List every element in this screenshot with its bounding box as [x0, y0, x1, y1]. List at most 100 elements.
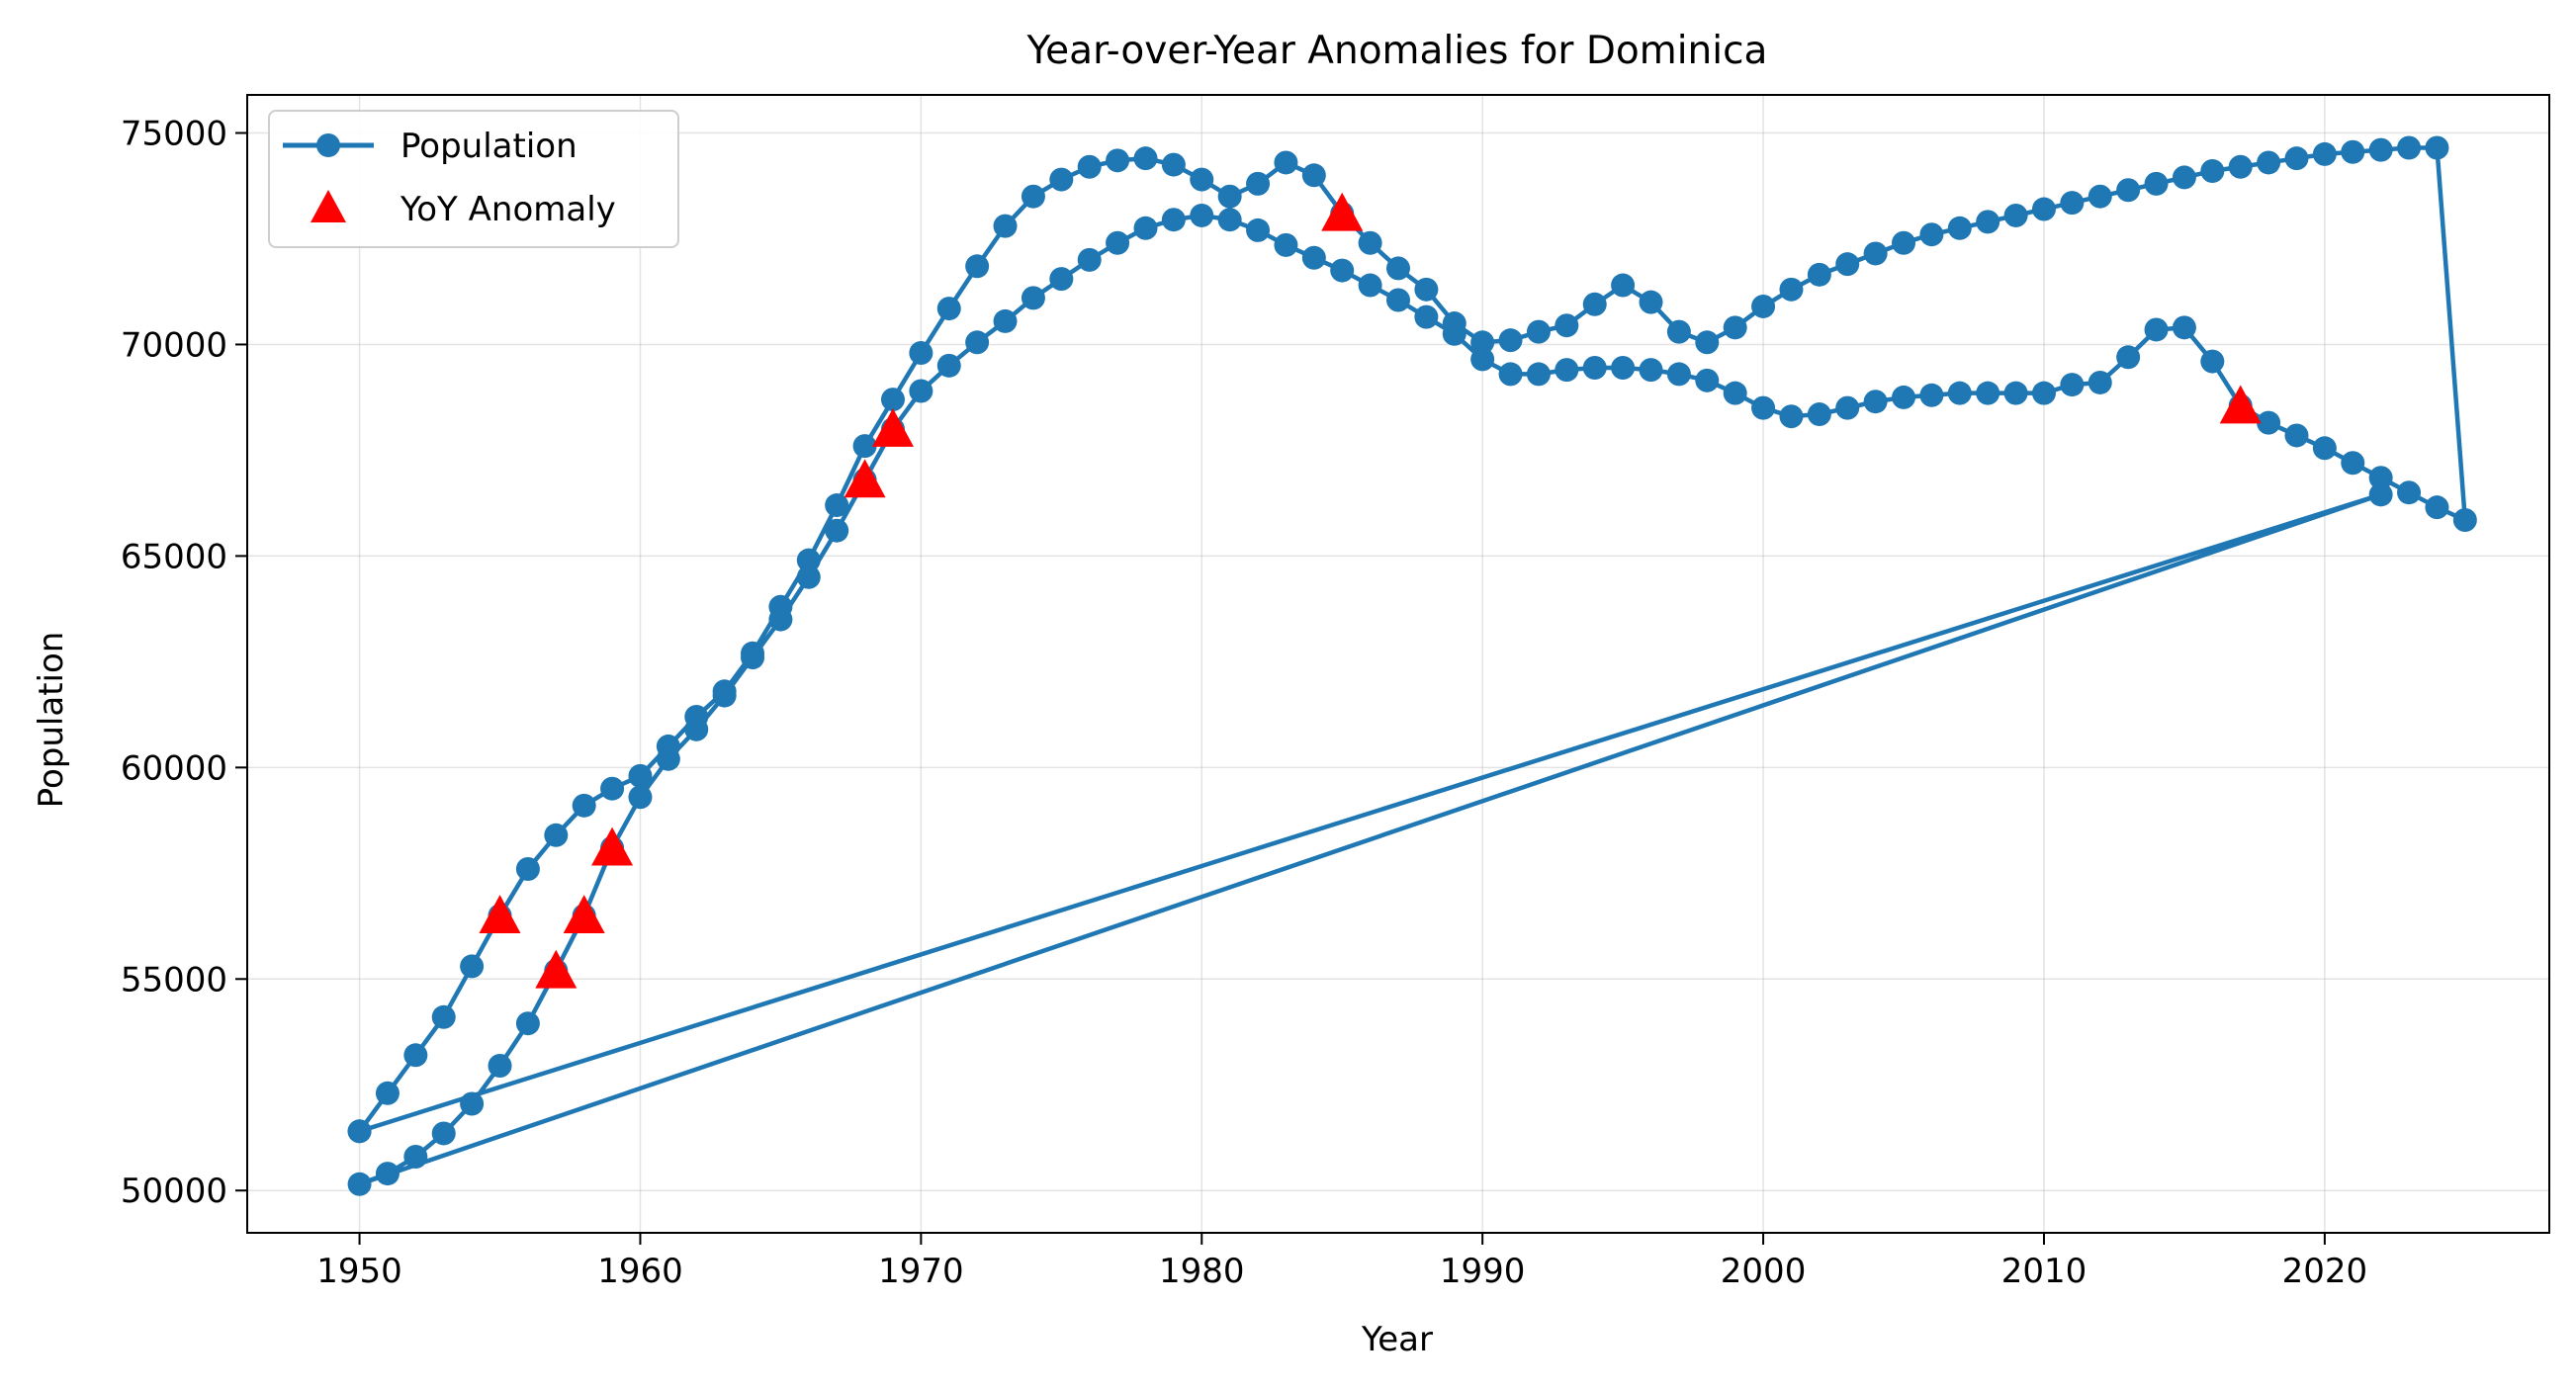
population-point [1358, 273, 1382, 298]
population-point [1779, 277, 1804, 302]
population-point [965, 330, 990, 355]
population-point [2368, 482, 2393, 507]
population-point [936, 353, 961, 378]
grid [247, 95, 2549, 1233]
population-point [825, 518, 849, 543]
x-tick-label: 2020 [2282, 1252, 2368, 1291]
legend-population-marker [316, 133, 340, 157]
population-point [1526, 362, 1551, 387]
population-point [1358, 230, 1382, 255]
population-point [375, 1162, 400, 1186]
population-point [852, 434, 877, 459]
population-point [515, 1011, 540, 1036]
population-point [2003, 203, 2028, 227]
population-point [1892, 385, 1916, 409]
population-point [2228, 154, 2253, 179]
population-point [403, 1043, 428, 1068]
population-point [2397, 135, 2422, 160]
population-point [2003, 381, 2028, 405]
population-point [628, 763, 653, 788]
anomaly-marker [871, 408, 914, 447]
population-point [684, 717, 709, 741]
population-point [1301, 245, 1326, 270]
population-point [1133, 146, 1158, 171]
population-point [347, 1172, 372, 1196]
population-point [1947, 216, 1972, 240]
population-point [1021, 286, 1045, 310]
population-point [1639, 290, 1663, 314]
population-point [1386, 256, 1410, 281]
x-tick-label: 1970 [878, 1252, 964, 1291]
population-point [544, 823, 569, 847]
population-point [403, 1144, 428, 1169]
population-point [1695, 368, 1720, 392]
plot-series [347, 135, 2477, 1196]
legend-population-label: Population [400, 127, 577, 166]
population-point [1751, 294, 1776, 318]
population-point [1106, 148, 1130, 173]
population-point [1077, 247, 1102, 272]
population-point [1246, 217, 1271, 242]
population-point [2144, 317, 2169, 342]
population-point [1892, 230, 1916, 255]
population-point [2284, 146, 2309, 171]
anomaly-marker [591, 826, 634, 866]
population-point [1498, 362, 1523, 387]
chart-title: Year-over-Year Anomalies for Dominica [1026, 29, 1768, 73]
population-point [2116, 345, 2141, 370]
population-point [1021, 184, 1045, 209]
population-point [431, 1004, 456, 1029]
population-point [2341, 451, 2365, 476]
population-point [2368, 466, 2393, 490]
population-point [460, 954, 485, 979]
legend: Population YoY Anomaly [268, 110, 679, 248]
y-tick-label: 60000 [121, 748, 227, 788]
legend-anomaly-marker [311, 190, 346, 222]
population-point [741, 646, 765, 670]
population-point [1161, 208, 1186, 232]
population-point [1947, 381, 1972, 405]
population-point [1976, 381, 2000, 405]
population-point [1807, 262, 1831, 287]
anomaly-marker [563, 895, 605, 933]
y-axis-ticks: 50000 55000 60000 65000 70000 75000 [121, 115, 247, 1211]
population-point [1919, 222, 1944, 247]
y-tick-label: 65000 [121, 537, 227, 576]
population-point [1723, 315, 1747, 340]
population-point [1611, 273, 1636, 298]
population-point [909, 341, 933, 366]
population-point [1133, 216, 1158, 240]
population-point [1414, 304, 1439, 329]
population-point [2452, 508, 2477, 533]
population-point [2425, 135, 2449, 160]
population-point [460, 1091, 485, 1116]
x-tick-label: 1990 [1440, 1252, 1526, 1291]
population-point [2312, 436, 2337, 461]
population-point [1751, 395, 1776, 420]
x-tick-label: 1950 [316, 1252, 402, 1291]
y-axis-label: Population [32, 632, 71, 809]
population-point [768, 607, 793, 632]
population-point [1639, 358, 1663, 383]
population-point [1863, 241, 1888, 266]
population-point [1217, 184, 1242, 209]
population-point [796, 548, 821, 572]
population-point [1582, 355, 1607, 380]
population-point [2060, 373, 2085, 397]
population-point [1442, 321, 1466, 346]
population-point [1498, 328, 1523, 353]
population-point [1190, 203, 1214, 227]
population-point [1161, 152, 1186, 177]
population-point [488, 1053, 512, 1078]
population-point [2368, 137, 2393, 162]
population-point [965, 254, 990, 279]
population-point [628, 785, 653, 810]
population-point [825, 493, 849, 518]
population-point [1470, 347, 1495, 372]
population-point [656, 746, 680, 771]
population-point [2200, 159, 2225, 184]
population-point [1582, 292, 1607, 316]
population-point [1666, 319, 1691, 344]
population-point [1863, 390, 1888, 414]
y-tick-label: 55000 [121, 960, 227, 1000]
